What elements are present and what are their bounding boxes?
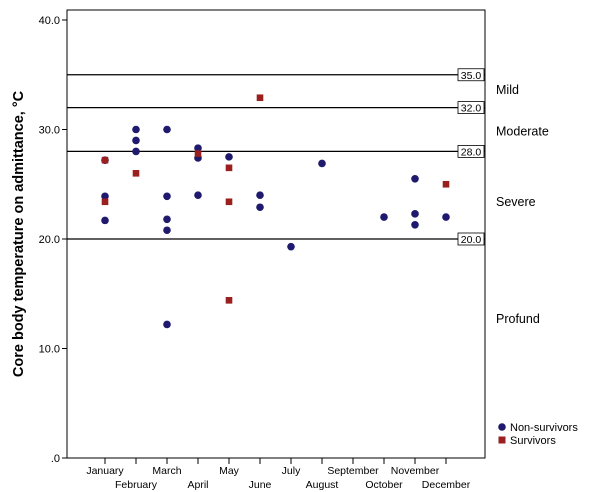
legend-marker-survivors [498,436,506,444]
reference-label-box [457,101,485,114]
point-non-survivor [194,191,202,199]
y-tick-label: 10.0 [39,344,60,356]
x-tick-label: September [327,465,379,477]
x-tick-label: May [219,465,240,477]
reference-line-label: 35.0 [461,70,482,82]
zone-label: Mild [496,83,519,97]
point-non-survivor [132,136,140,145]
point-non-survivor [132,125,140,134]
point-survivor [101,156,109,164]
point-survivor [225,297,233,304]
point-non-survivor [256,191,264,199]
zone-label: Moderate [496,125,549,139]
point-non-survivor [411,210,419,218]
point-survivor [442,180,450,188]
reference-line-label: 32.0 [461,103,482,115]
y-tick-label: 20.0 [39,234,60,246]
y-tick-label: 40.0 [39,15,60,27]
x-tick-label: October [365,479,403,491]
reference-line-label: 20.0 [461,234,482,246]
point-survivor [194,150,202,157]
legend-label-survivors: Survivors [510,435,556,447]
zone-label: Severe [496,195,536,209]
point-non-survivor [194,144,202,152]
legend: Non-survivors Survivors [498,422,578,447]
point-non-survivor [163,125,171,134]
y-axis-title: Core body temperature on admittance, °C [11,90,27,377]
point-non-survivor [411,174,419,183]
point-non-survivor [132,147,140,156]
x-tick-label: March [152,465,181,477]
point-non-survivor [411,220,419,229]
point-non-survivor [163,320,171,329]
x-tick-label: August [306,479,339,491]
y-tick-label: 30.0 [39,125,60,137]
x-tick-label: December [422,479,471,491]
x-tick-label: April [187,479,208,491]
point-survivor [101,198,109,206]
reference-label-box [457,144,485,158]
point-non-survivor [256,203,264,212]
x-tick-label: February [115,479,158,491]
point-non-survivor [101,192,109,201]
point-non-survivor [287,242,295,251]
point-survivor [225,164,233,172]
reference-line-label: 28.0 [461,146,482,158]
point-non-survivor [101,216,109,225]
point-non-survivor [225,153,233,161]
x-tick-label: January [86,465,124,477]
point-non-survivor [163,192,171,201]
plot-area [66,9,486,459]
point-survivor [225,198,233,206]
legend-marker-non-survivors [498,423,506,431]
x-tick-label: June [249,479,272,491]
point-non-survivor [318,159,326,168]
zone-label: Profund [496,312,540,326]
y-tick-label: .0 [51,453,60,465]
legend-label-non-survivors: Non-survivors [510,422,578,434]
point-survivor [256,94,264,102]
x-tick-label: November [391,465,440,477]
reference-label-box [457,68,485,82]
point-survivor [132,170,140,177]
point-non-survivor [163,226,171,235]
x-tick-label: July [282,465,301,477]
reference-label-box [457,232,485,246]
point-non-survivor [380,213,388,221]
point-non-survivor [442,213,450,221]
point-non-survivor [163,215,171,224]
